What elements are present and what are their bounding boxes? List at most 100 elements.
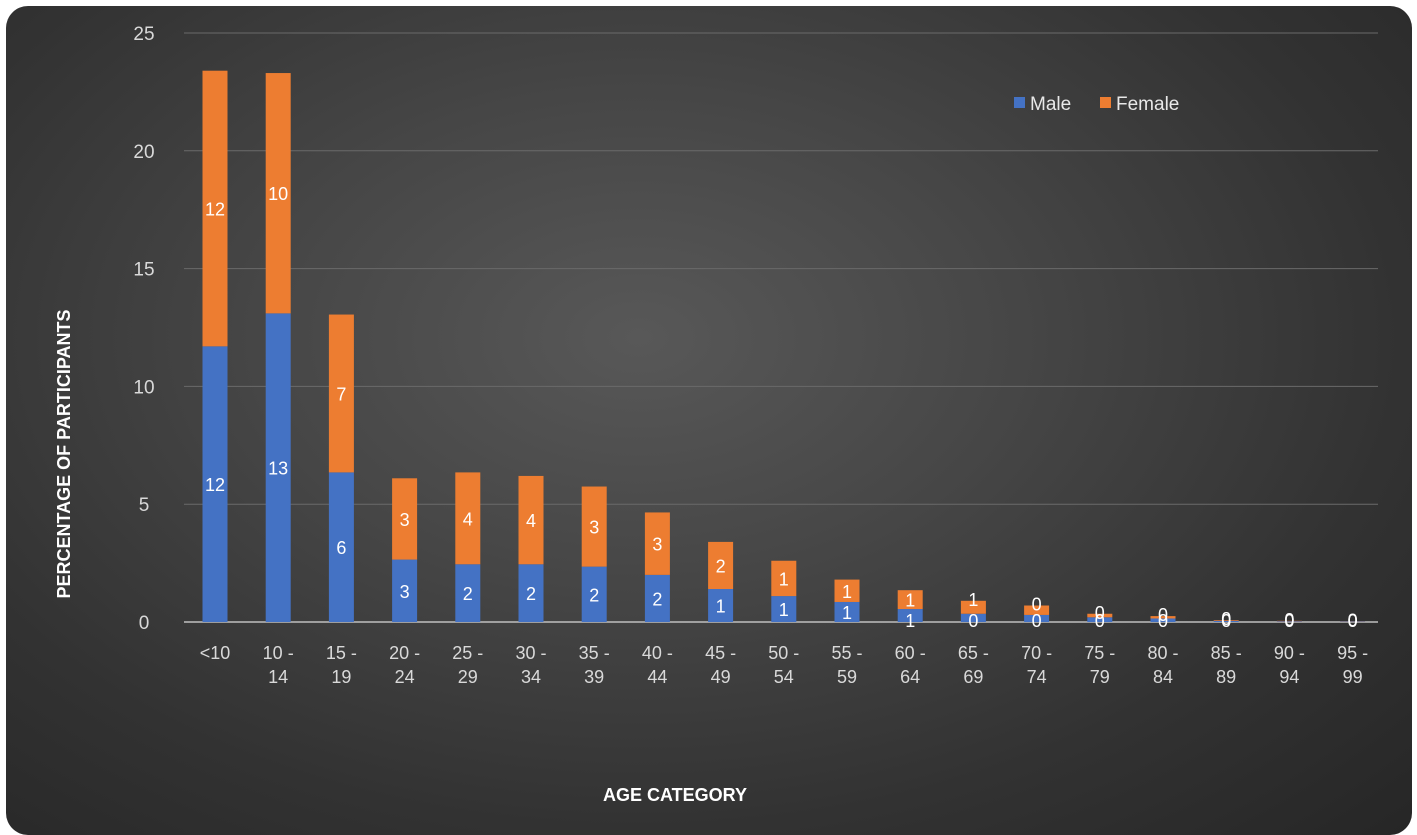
bar-female (1213, 620, 1239, 621)
legend-swatch (1100, 97, 1111, 108)
x-tick-label: 30 - (515, 643, 546, 663)
x-tick-label: 64 (900, 667, 920, 687)
x-tick-label: 24 (395, 667, 415, 687)
x-tick-label: 80 - (1147, 643, 1178, 663)
x-tick-label: 45 - (705, 643, 736, 663)
bar-female (392, 478, 418, 560)
bar-male (518, 564, 544, 622)
bar-male (1087, 617, 1113, 622)
data-label-female: 1 (905, 591, 915, 611)
x-tick-label: 29 (458, 667, 478, 687)
data-label-female: 4 (463, 509, 473, 529)
x-tick-label: 95 - (1337, 643, 1368, 663)
data-label-male: 1 (779, 600, 789, 620)
bar-female (1087, 613, 1113, 618)
x-tick-label: 15 - (326, 643, 357, 663)
x-tick-label: 69 (963, 667, 983, 687)
x-tick-label: 75 - (1084, 643, 1115, 663)
data-label-male: 1 (905, 611, 915, 631)
data-label-male: 0 (968, 611, 978, 631)
data-label-female: 0 (1032, 595, 1042, 615)
x-tick-label: 35 - (579, 643, 610, 663)
x-tick-label: 20 - (389, 643, 420, 663)
x-tick-label: 74 (1027, 667, 1047, 687)
data-label-male: 2 (463, 584, 473, 604)
x-tick-label: 84 (1153, 667, 1173, 687)
x-tick-label: 49 (711, 667, 731, 687)
bar-male (644, 574, 670, 622)
x-tick-label: 90 - (1274, 643, 1305, 663)
bar-female (202, 70, 228, 347)
bar-female (328, 314, 354, 473)
data-label-male: 0 (1095, 611, 1105, 631)
data-label-female: 10 (268, 184, 288, 204)
bar-female (1024, 605, 1050, 615)
x-tick-label: 89 (1216, 667, 1236, 687)
legend-swatch (1014, 97, 1025, 108)
bar-male (708, 589, 734, 622)
y-tick-label: 0 (139, 613, 150, 634)
data-label-female: 3 (400, 510, 410, 530)
bar-male (960, 613, 986, 622)
data-label-female: 0 (1221, 609, 1231, 629)
bar-male (202, 346, 228, 622)
bar-male (265, 313, 291, 622)
x-tick-label: 14 (268, 667, 288, 687)
data-label-male: 0 (1032, 611, 1042, 631)
x-tick-label: 25 - (452, 643, 483, 663)
x-tick-label: <10 (200, 643, 231, 663)
bar-male (897, 609, 923, 622)
data-label-male: 2 (589, 585, 599, 605)
bar-male (1024, 614, 1050, 622)
bars (202, 70, 1366, 622)
x-tick-label: 55 - (831, 643, 862, 663)
x-tick-label: 59 (837, 667, 857, 687)
bar-female (771, 560, 797, 597)
x-tick-label: 70 - (1021, 643, 1052, 663)
chart-panel: 12 12 13 10 6 7 3 3 2 4 2 4 2 3 2 3 1 2 1 1 1 1 1 1 0 1 0 0 0 0 0 0 0 0 0 0… (6, 6, 1412, 835)
bar-male (328, 472, 354, 622)
data-label-female: 2 (716, 556, 726, 576)
bar-male (392, 559, 418, 622)
data-label-male: 13 (268, 459, 288, 479)
legend-label: Female (1116, 94, 1179, 115)
bar-female (960, 600, 986, 614)
data-label-female: 1 (968, 590, 978, 610)
data-label-male: 3 (400, 582, 410, 602)
bar-male (1213, 620, 1239, 622)
data-label-male: 2 (652, 589, 662, 609)
legend-label: Male (1030, 94, 1071, 115)
bar-female (518, 475, 544, 565)
bar-female (265, 73, 291, 314)
y-tick-label: 10 (133, 377, 154, 398)
data-label-female: 3 (589, 518, 599, 538)
bar-female (644, 512, 670, 575)
bar-female (1150, 616, 1176, 619)
y-axis-title: PERCENTAGE OF PARTICIPANTS (54, 309, 74, 598)
data-label-female: 0 (1284, 610, 1294, 630)
data-label-male: 0 (1284, 611, 1294, 631)
bar-female (455, 472, 481, 565)
x-tick-label: 85 - (1211, 643, 1242, 663)
x-tick-labels: <10 10 - 14 15 - 19 20 - 24 25 - 29 30 - 34 35 - 39 4… (200, 643, 1368, 687)
y-tick-label: 15 (133, 260, 154, 281)
bar-male (1150, 618, 1176, 622)
bar-male (771, 596, 797, 622)
x-tick-label: 79 (1090, 667, 1110, 687)
x-tick-label: 40 - (642, 643, 673, 663)
data-label-female: 1 (779, 569, 789, 589)
bar-male (834, 601, 860, 622)
legend: Male Female (1014, 94, 1179, 115)
data-label-female: 1 (842, 582, 852, 602)
x-axis-title: AGE CATEGORY (603, 785, 747, 805)
bar-female (581, 486, 607, 567)
x-tick-label: 60 - (895, 643, 926, 663)
bar-female (708, 541, 734, 590)
y-tick-label: 25 (133, 24, 154, 45)
x-tick-label: 19 (331, 667, 351, 687)
y-tick-label: 20 (133, 142, 154, 163)
bar-male (581, 566, 607, 622)
x-tick-label: 99 (1343, 667, 1363, 687)
x-tick-label: 54 (774, 667, 794, 687)
data-label-male: 6 (336, 538, 346, 558)
